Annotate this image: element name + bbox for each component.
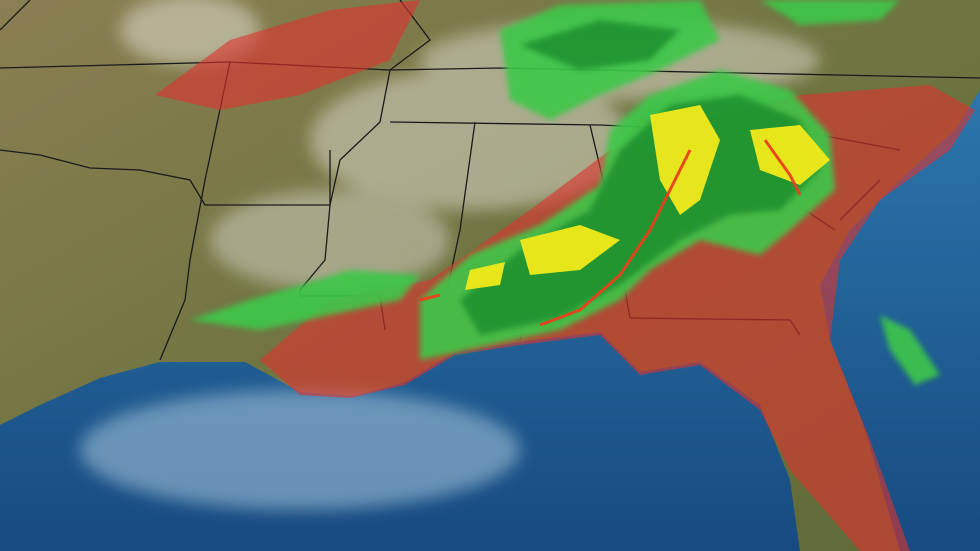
radar-moderate-rain (460, 20, 820, 335)
radar-precipitation (190, 0, 940, 385)
radar-intense-rain (419, 139, 802, 327)
threat-area-midwest (155, 0, 420, 110)
